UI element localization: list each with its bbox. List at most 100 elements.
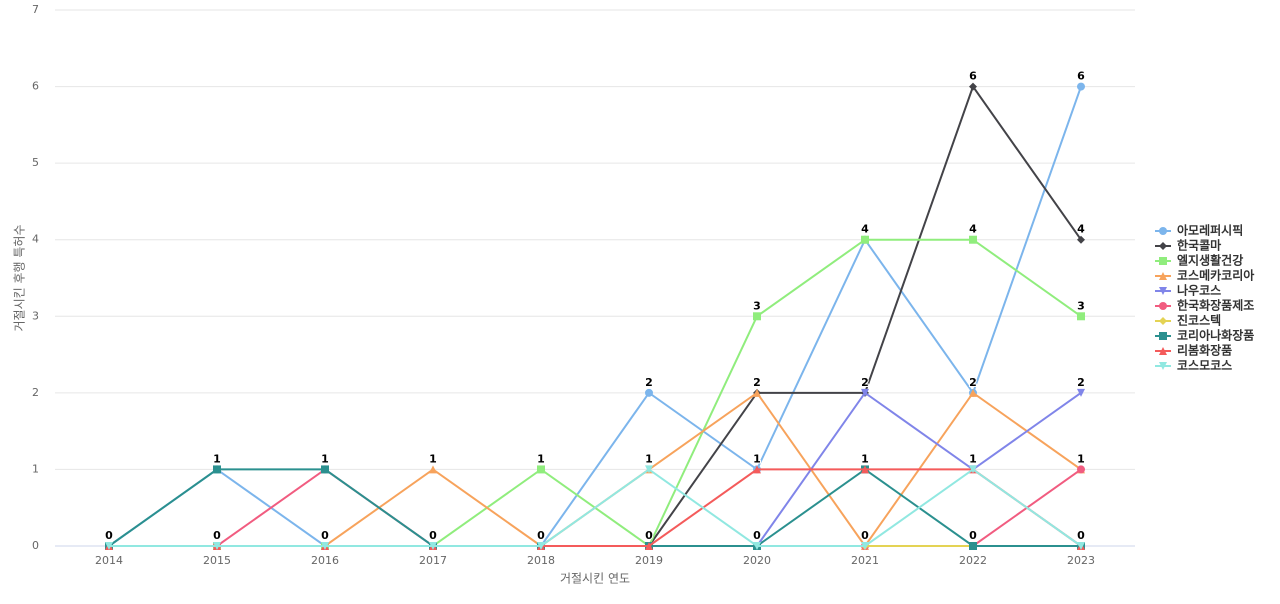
- data-label: 4: [969, 223, 977, 236]
- point: [969, 388, 977, 397]
- series: [105, 465, 1085, 550]
- legend-label: 리봄화장품: [1177, 343, 1232, 358]
- data-label: 0: [645, 529, 653, 542]
- x-tick-label: 2014: [95, 554, 123, 567]
- y-tick-label: 7: [32, 3, 39, 16]
- legend-label: 코리아나화장품: [1177, 328, 1254, 343]
- data-label: 1: [429, 452, 437, 465]
- legend-label: 코스모코스: [1177, 359, 1232, 373]
- legend-label: 한국화장품제조: [1177, 298, 1254, 313]
- x-tick-label: 2020: [743, 554, 771, 567]
- data-label: 2: [753, 376, 761, 389]
- data-label: 2: [861, 376, 869, 389]
- y-tick-label: 0: [32, 539, 39, 552]
- data-label: 1: [753, 452, 761, 465]
- point: [1077, 82, 1085, 91]
- point: [969, 542, 977, 550]
- data-label: 0: [969, 529, 977, 542]
- point: [213, 542, 221, 550]
- legend-label: 코스메카코리아: [1177, 268, 1254, 283]
- data-label: 2: [1077, 376, 1085, 389]
- legend-label: 한국콜마: [1177, 238, 1221, 253]
- line: [109, 468, 1082, 547]
- data-label: 0: [537, 529, 545, 542]
- point: [537, 465, 545, 474]
- y-tick-label: 1: [32, 462, 39, 475]
- data-label: 4: [1077, 223, 1085, 236]
- data-label: 0: [861, 529, 869, 542]
- legend-marker: [1159, 332, 1167, 340]
- point: [753, 312, 761, 321]
- y-axis-label: 거절시킨 후행 특허수: [12, 225, 27, 332]
- legend-marker: [1159, 302, 1167, 310]
- legend-marker: [1159, 257, 1167, 265]
- point: [645, 465, 653, 474]
- point: [753, 465, 761, 474]
- point: [1077, 312, 1085, 321]
- legend-marker: [1159, 272, 1167, 280]
- point: [969, 235, 977, 244]
- y-tick-label: 2: [32, 386, 39, 399]
- data-label: 1: [537, 452, 545, 465]
- legend-label: 나우코스: [1177, 283, 1221, 298]
- y-tick-label: 6: [32, 80, 39, 93]
- y-tick-label: 3: [32, 309, 39, 322]
- point: [861, 388, 869, 397]
- point: [1077, 235, 1085, 244]
- point: [861, 235, 869, 244]
- point: [1077, 542, 1085, 550]
- data-label: 2: [645, 376, 653, 389]
- data-label: 0: [105, 529, 113, 542]
- data-label: 1: [321, 452, 329, 465]
- data-label: 0: [1077, 529, 1085, 542]
- data-label: 3: [753, 299, 761, 312]
- x-tick-label: 2023: [1067, 554, 1095, 567]
- point: [105, 542, 113, 550]
- point: [429, 465, 437, 474]
- data-label: 2: [969, 376, 977, 389]
- x-tick-label: 2017: [419, 554, 447, 567]
- point: [321, 465, 329, 474]
- legend-marker: [1159, 347, 1167, 355]
- x-tick-label: 2019: [635, 554, 663, 567]
- point: [969, 82, 977, 91]
- y-tick-label: 4: [32, 233, 39, 246]
- point: [1077, 465, 1085, 474]
- x-tick-label: 2021: [851, 554, 879, 567]
- data-label: 1: [969, 452, 977, 465]
- point: [753, 542, 761, 550]
- point: [429, 542, 437, 550]
- point: [321, 542, 329, 550]
- x-tick-label: 2016: [311, 554, 339, 567]
- point: [645, 542, 653, 550]
- point: [861, 465, 869, 474]
- legend-marker: [1159, 287, 1167, 295]
- data-label: 0: [213, 529, 221, 542]
- point: [213, 465, 221, 474]
- point: [753, 388, 761, 397]
- data-label: 6: [1077, 70, 1085, 83]
- legend-label: 엘지생활건강: [1177, 253, 1243, 268]
- point: [537, 542, 545, 550]
- legend-label: 아모레퍼시픽: [1177, 223, 1243, 238]
- data-label: 1: [645, 452, 653, 465]
- legend-marker: [1159, 317, 1167, 325]
- x-axis-label: 거절시킨 연도: [560, 572, 630, 586]
- legend-marker: [1159, 242, 1167, 250]
- data-label: 4: [861, 223, 869, 236]
- y-tick-label: 5: [32, 156, 39, 169]
- data-label: 3: [1077, 299, 1085, 312]
- legend-marker: [1159, 362, 1167, 370]
- data-label: 0: [753, 529, 761, 542]
- data-label: 1: [861, 452, 869, 465]
- data-label: 0: [321, 529, 329, 542]
- x-tick-label: 2015: [203, 554, 231, 567]
- point: [645, 388, 653, 397]
- point: [1077, 388, 1085, 397]
- data-label: 1: [213, 452, 221, 465]
- legend-label: 진코스텍: [1177, 313, 1221, 328]
- x-tick-label: 2018: [527, 554, 555, 567]
- data-label: 1: [1077, 452, 1085, 465]
- data-label: 6: [969, 70, 977, 83]
